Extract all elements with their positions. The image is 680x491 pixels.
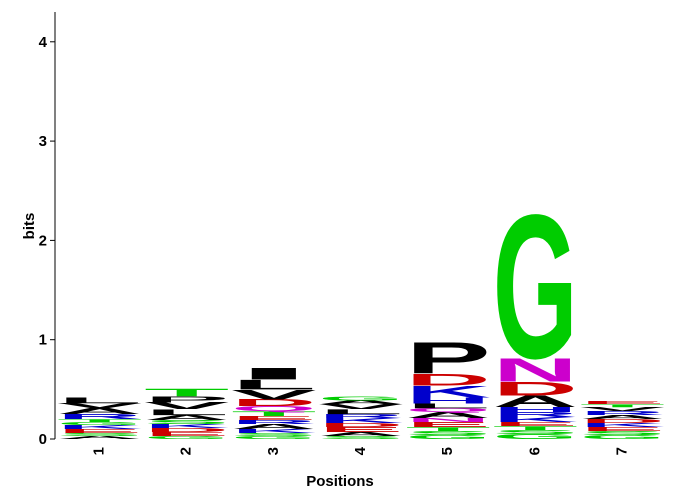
logo-letter: T [406, 426, 491, 432]
logo-letter: V [144, 401, 229, 412]
logo-letter: E [580, 426, 665, 432]
logo-letter: Q [231, 405, 316, 413]
logo-letter: T [57, 418, 142, 423]
logo-letter: E [144, 431, 229, 437]
logo-letter: A [57, 435, 142, 440]
logo-letter: V [318, 403, 403, 411]
logo-letter: E [580, 401, 665, 406]
x-tick-label: 7 [613, 447, 630, 455]
logo-letter: Q [406, 407, 491, 413]
logo-letter: D [231, 398, 316, 409]
logo-letter: K [406, 383, 492, 401]
logo-letter: G [318, 395, 403, 401]
logo-letter: S [231, 432, 316, 437]
logo-letter: S [406, 430, 491, 436]
logo-letter: V [580, 406, 665, 412]
logo-letter: E [231, 415, 316, 421]
x-tick-label: 5 [439, 447, 456, 455]
logo-letter: P [406, 334, 491, 383]
logo-letter: E [406, 421, 491, 429]
logo-letter: T [580, 403, 665, 408]
logo-letter: E [57, 428, 142, 434]
logo-letter: D [406, 371, 491, 389]
logo-letter: A [231, 423, 316, 431]
logo-letter: S [144, 419, 229, 425]
logo-letter: K [580, 422, 665, 428]
logo-letter: V [57, 402, 142, 410]
logo-letter: A [318, 399, 403, 405]
logo-letter: S [493, 429, 578, 435]
logo-letter: T [231, 410, 316, 418]
logo-letter: N [493, 352, 578, 389]
logo-letter: K [144, 423, 229, 429]
logo-letter: H [493, 406, 578, 414]
logo-letter: A [318, 431, 403, 437]
logo-letter: K [318, 417, 403, 425]
logo-letter: A [493, 392, 578, 410]
logo-letter: K [57, 424, 142, 430]
y-tick-label: 0 [39, 431, 47, 448]
logo-letter: S [57, 432, 142, 437]
logo-letter: A [57, 407, 142, 416]
logo-letter: K [493, 416, 578, 424]
y-tick-label: 4 [39, 34, 48, 51]
logo-letter: K [231, 428, 316, 434]
logo-letter: S [318, 435, 403, 440]
logo-letter: G [406, 434, 491, 440]
logo-letter: R [493, 411, 578, 419]
logo-letter: G [493, 173, 578, 402]
logo-letter: T [144, 387, 229, 399]
logo-letter: S [580, 430, 665, 436]
logo-letter: I [231, 365, 316, 383]
logo-letter: R [57, 413, 142, 421]
y-axis-label: bits [21, 213, 38, 240]
logo-letter: D [580, 418, 665, 424]
logo-letter: V [231, 387, 317, 402]
logo-letter: G [231, 435, 316, 440]
logo-letter: N [406, 417, 491, 423]
logo-letter: P [144, 395, 229, 404]
logo-letter: L [318, 408, 403, 416]
logo-letter: A [406, 411, 491, 420]
logo-letter: L [57, 396, 142, 405]
logo-letter: G [144, 435, 229, 440]
logo-letter: D [493, 378, 578, 399]
logo-letter: L [231, 377, 316, 392]
logo-letter: R [231, 419, 316, 425]
x-axis-label: Positions [306, 473, 374, 490]
logo-letter: E [493, 421, 578, 427]
logo-letter: R [580, 410, 665, 416]
logo-letter: L [144, 408, 229, 417]
logo-letter: G [57, 421, 142, 426]
logo-letter: R [318, 413, 403, 419]
logo-letter: A [580, 414, 665, 420]
logo-letter: G [580, 434, 665, 440]
logo-letter: E [318, 426, 403, 434]
x-tick-label: 6 [526, 447, 543, 455]
logo-letter: D [144, 427, 229, 433]
logo-letter: A [144, 414, 229, 422]
y-tick-label: 2 [39, 232, 47, 249]
logo-letter: G [493, 433, 578, 441]
logo-letter: T [493, 425, 578, 431]
y-tick-label: 1 [39, 332, 47, 349]
x-tick-label: 4 [352, 446, 369, 455]
y-tick-label: 3 [39, 133, 47, 150]
x-tick-label: 1 [91, 447, 108, 455]
x-tick-label: 3 [265, 447, 282, 455]
logo-letter: H [406, 396, 491, 405]
x-tick-label: 2 [178, 447, 195, 455]
logo-letter: D [318, 422, 403, 428]
logo-letter: L [406, 402, 491, 410]
